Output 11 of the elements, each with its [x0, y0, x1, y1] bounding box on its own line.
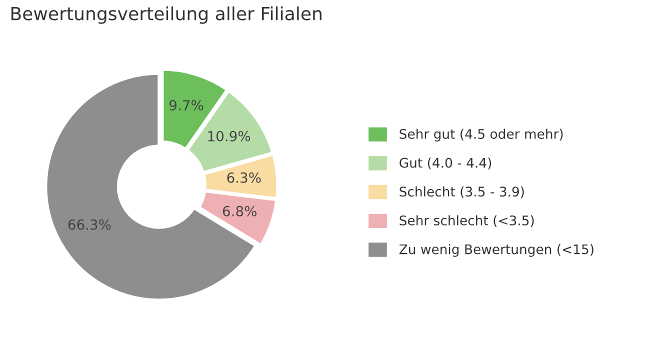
data-label: 10.9% [208, 130, 250, 142]
legend-label: Gut (4.0 - 4.4) [400, 158, 492, 170]
legend-label: Zu wenig Bewertungen (<15) [399, 244, 594, 257]
data-label: 6.8% [222, 206, 256, 216]
legend-label: Schlecht (3.5 - 3.9) [400, 186, 524, 198]
legend-label: Sehr gut (4.5 oder mehr) [400, 128, 563, 142]
legend-label: Sehr schlecht (<3.5) [400, 215, 534, 227]
data-label: 9.7% [170, 100, 204, 111]
chart-title: Bewertungsverteilung aller Filialen [11, 6, 322, 24]
data-label: 6.3% [227, 172, 261, 183]
data-label: 66.3% [68, 219, 111, 230]
